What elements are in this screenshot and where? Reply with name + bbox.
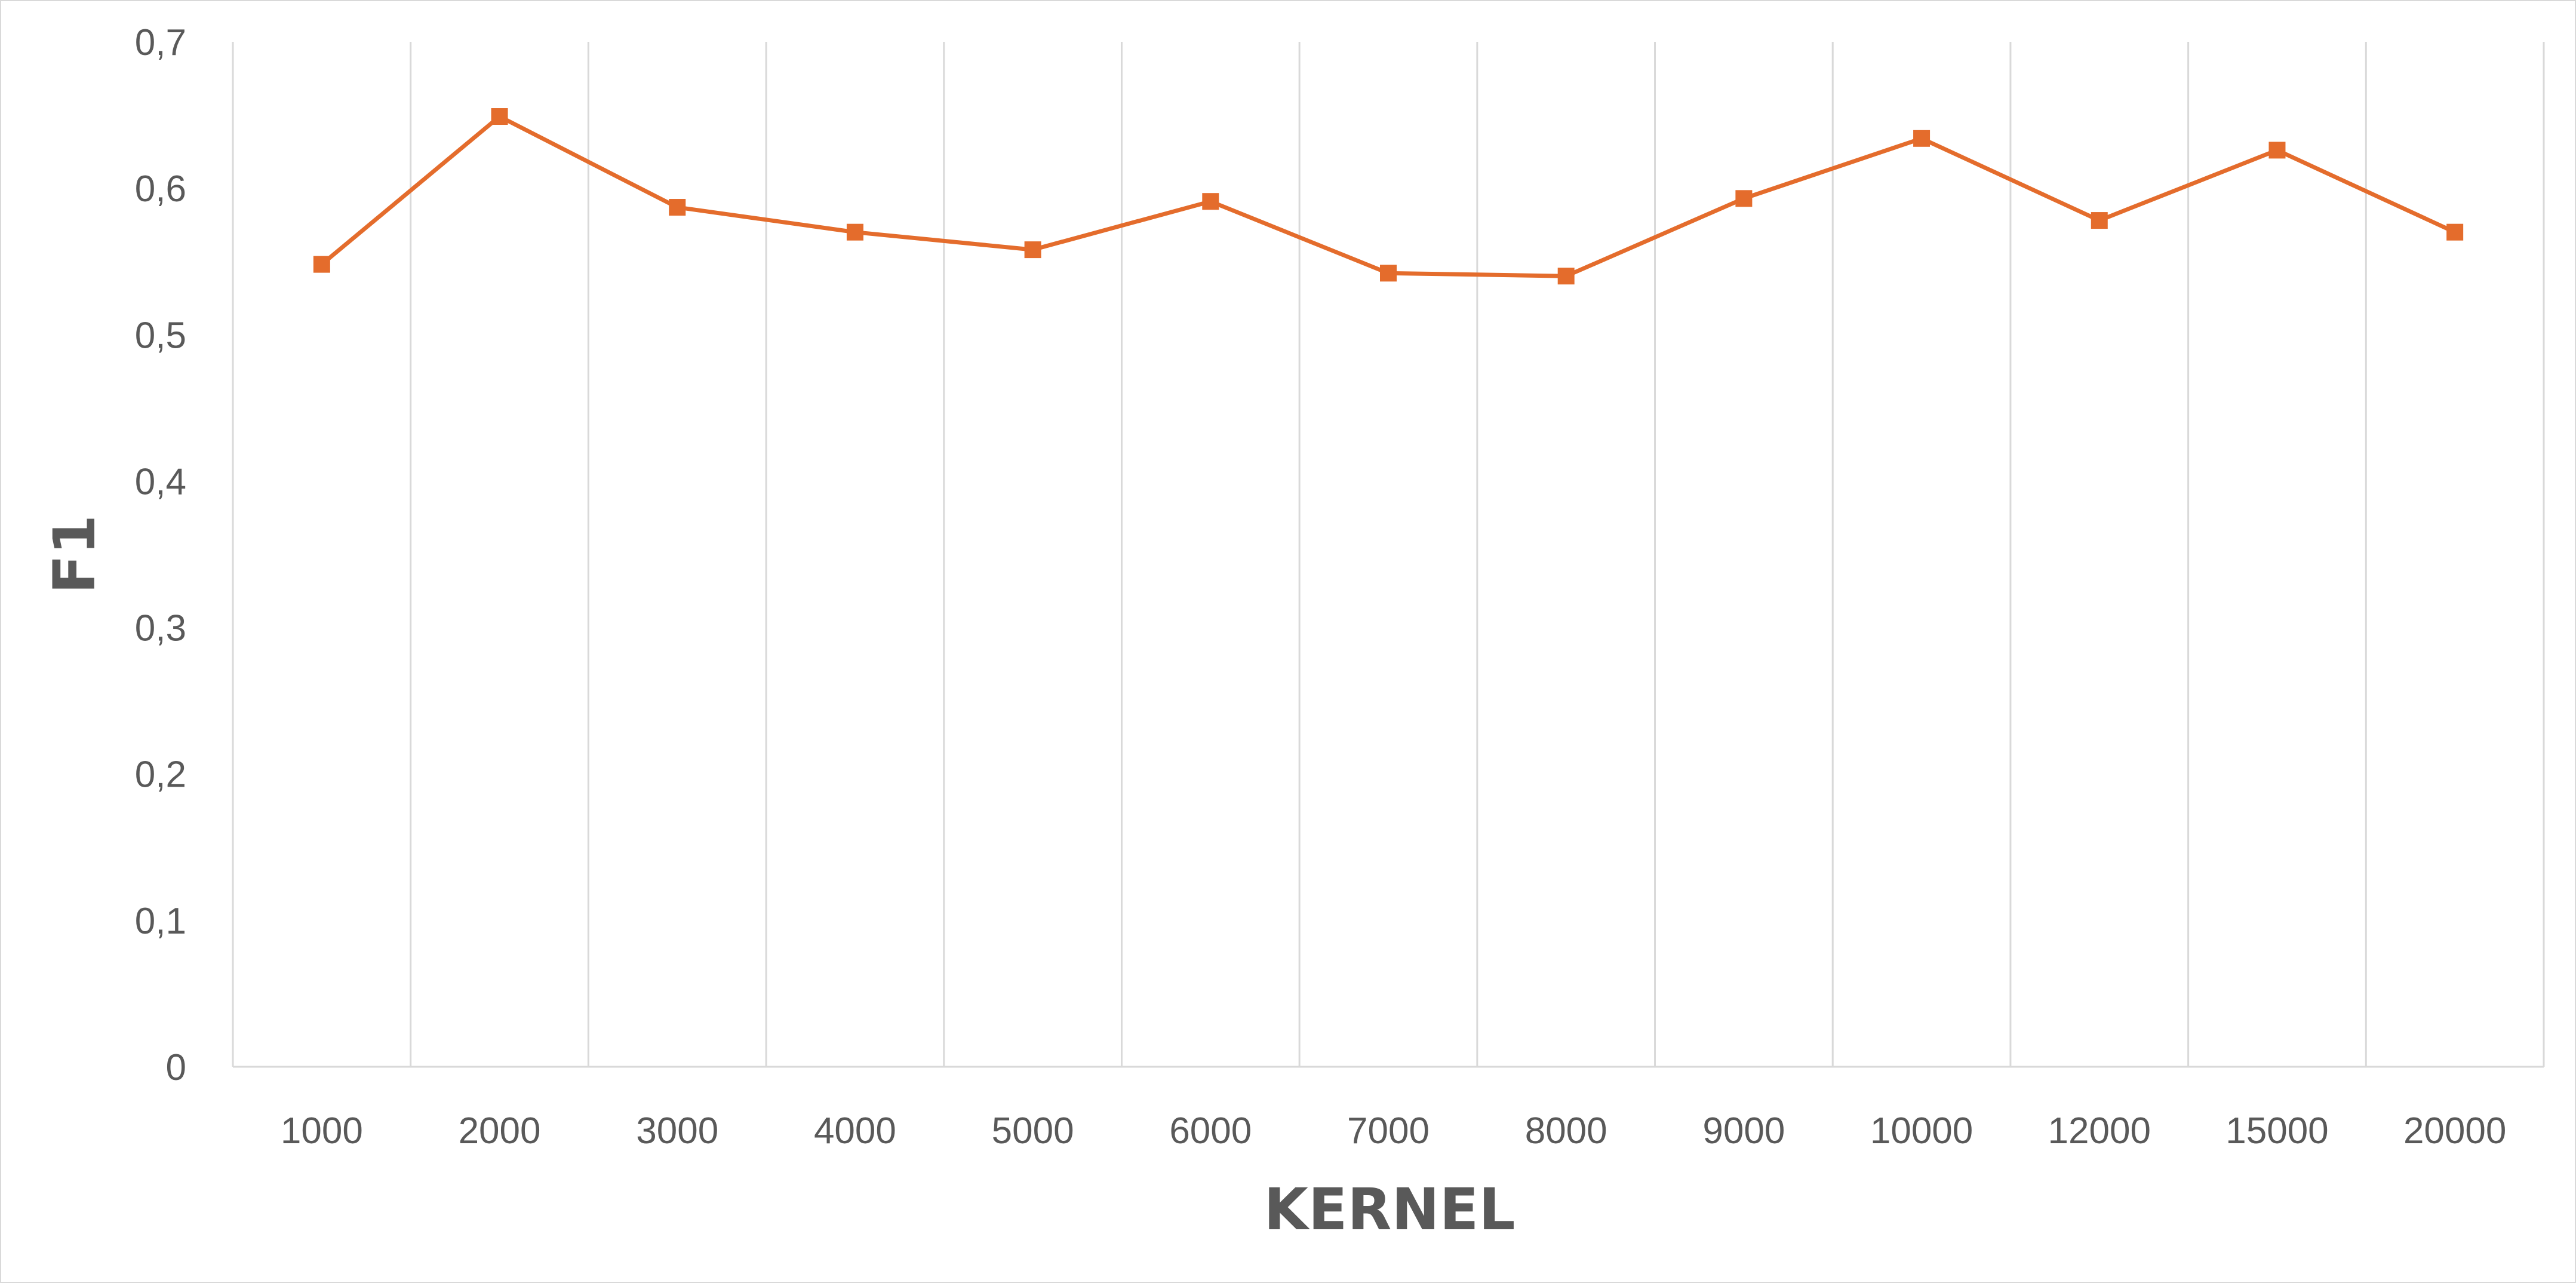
y-tick-label: 0,2 (135, 754, 186, 796)
y-tick-label: 0,4 (135, 461, 186, 502)
x-tick-label: 20000 (2403, 1110, 2506, 1152)
x-tick-label: 7000 (1347, 1110, 1430, 1152)
x-tick-label: 9000 (1702, 1110, 1785, 1152)
series-layer (313, 108, 2464, 285)
data-point-marker (313, 256, 330, 273)
x-tick-label: 10000 (1870, 1110, 1973, 1152)
x-tick-label: 8000 (1525, 1110, 1607, 1152)
x-tick-label: 3000 (636, 1110, 718, 1152)
x-tick-label: 12000 (2048, 1110, 2151, 1152)
data-point-marker (1913, 130, 1931, 147)
y-axis-title: F1 (41, 515, 108, 594)
data-point-marker (491, 108, 508, 125)
x-tick-label: 5000 (992, 1110, 1074, 1152)
x-tick-label: 1000 (281, 1110, 363, 1152)
grid-layer (232, 42, 2545, 1067)
y-tick-label: 0 (166, 1047, 186, 1088)
y-tick-label: 0,5 (135, 315, 186, 356)
data-point-marker (1024, 241, 1041, 259)
data-point-marker (846, 223, 863, 241)
y-tick-labels: 0 0,1 0,2 0,3 0,4 0,5 0,6 0,7 (135, 22, 186, 1088)
data-point-marker (2268, 142, 2286, 159)
x-tick-label: 4000 (814, 1110, 896, 1152)
data-point-marker (2091, 212, 2108, 229)
x-tick-label: 15000 (2225, 1110, 2328, 1152)
data-point-marker (2446, 223, 2464, 241)
y-tick-label: 0,7 (135, 22, 186, 63)
data-point-marker (1380, 265, 1397, 282)
series-line (320, 114, 2456, 278)
x-axis-title: KERNEL (1264, 1176, 1516, 1243)
x-tick-labels: 1000 2000 3000 4000 5000 6000 7000 8000 9000 1000… (281, 1110, 2506, 1152)
y-tick-label: 0,6 (135, 168, 186, 210)
y-tick-label: 0,1 (135, 901, 186, 942)
data-point-marker (1557, 268, 1575, 285)
x-tick-label: 6000 (1169, 1110, 1252, 1152)
data-point-marker (1202, 193, 1219, 210)
data-point-marker (1735, 190, 1753, 207)
x-tick-label: 2000 (459, 1110, 541, 1152)
y-tick-label: 0,3 (135, 608, 186, 649)
data-point-marker (669, 199, 686, 216)
